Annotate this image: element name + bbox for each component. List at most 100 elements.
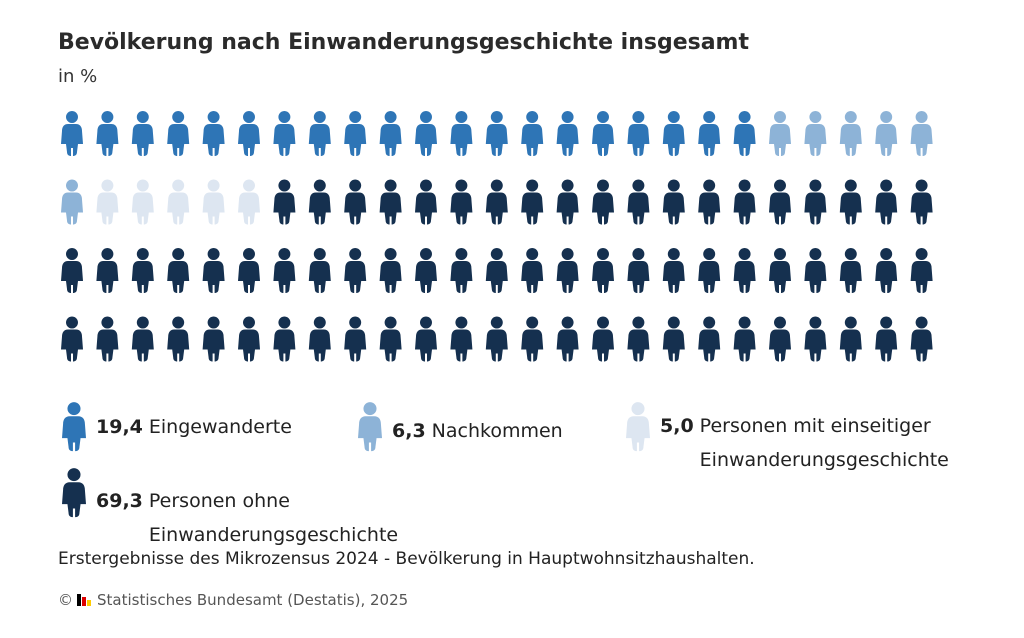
person-icon xyxy=(61,316,83,362)
person-icon xyxy=(627,179,650,225)
legend-label: Eingewanderte xyxy=(148,416,292,438)
person-icon xyxy=(592,111,614,156)
person-icon xyxy=(733,111,756,156)
person-icon xyxy=(308,111,331,156)
person-icon xyxy=(769,179,791,225)
person-icon xyxy=(61,179,83,225)
person-icon xyxy=(131,179,154,225)
person-icon xyxy=(273,316,296,362)
legend-value: 19,4 xyxy=(96,416,143,438)
person-icon xyxy=(662,316,685,362)
person-icon xyxy=(358,402,382,452)
person-icon xyxy=(96,248,119,293)
person-icon xyxy=(131,248,154,293)
source-text: Statistisches Bundesamt (Destatis), 2025 xyxy=(97,591,409,609)
person-icon xyxy=(910,316,933,362)
footnote: Erstergebnisse des Mikrozensus 2024 - Be… xyxy=(58,549,755,569)
person-icon xyxy=(273,111,296,156)
person-icon xyxy=(238,248,260,293)
person-icon xyxy=(627,316,650,362)
legend-label: Personen ohne Einwanderungsgeschichte xyxy=(148,490,399,546)
person-icon xyxy=(202,111,225,156)
person-icon xyxy=(61,111,83,156)
person-icon xyxy=(344,111,367,156)
chart-subtitle: in % xyxy=(58,66,98,87)
person-icon xyxy=(592,179,614,225)
person-icon xyxy=(769,248,791,293)
person-icon xyxy=(733,179,756,225)
person-icon xyxy=(450,179,473,225)
person-icon xyxy=(875,111,898,156)
person-icon xyxy=(556,248,579,293)
person-icon xyxy=(592,248,614,293)
person-icon xyxy=(344,316,367,362)
person-icon xyxy=(202,316,225,362)
source-line: © Statistisches Bundesamt (Destatis), 20… xyxy=(58,591,408,609)
legend-label: Personen mit einseitiger Einwanderungsge… xyxy=(699,415,949,471)
person-icon xyxy=(450,316,473,362)
person-icon xyxy=(485,248,508,293)
person-icon xyxy=(839,316,862,362)
person-icon xyxy=(485,111,508,156)
person-icon xyxy=(910,248,933,293)
person-icon xyxy=(96,111,119,156)
person-icon xyxy=(450,248,473,293)
chart-title: Bevölkerung nach Einwanderungsgeschichte… xyxy=(58,30,750,55)
legend-value: 6,3 xyxy=(392,420,426,442)
person-icon xyxy=(698,316,721,362)
person-icon xyxy=(379,316,402,362)
person-icon xyxy=(804,316,827,362)
legend-value: 5,0 xyxy=(660,415,694,437)
person-icon xyxy=(521,316,544,362)
person-icon xyxy=(415,316,437,362)
person-icon xyxy=(167,316,190,362)
person-icon xyxy=(167,111,190,156)
person-icon xyxy=(521,111,544,156)
person-icon xyxy=(875,179,898,225)
person-icon xyxy=(96,179,119,225)
person-icon xyxy=(415,111,437,156)
person-icon xyxy=(131,316,154,362)
person-icon xyxy=(592,316,614,362)
person-icon xyxy=(910,111,933,156)
person-icon xyxy=(308,248,331,293)
person-icon xyxy=(875,316,898,362)
person-icon xyxy=(662,248,685,293)
person-icon xyxy=(627,248,650,293)
destatis-logo-icon xyxy=(77,594,92,606)
person-icon xyxy=(521,248,544,293)
person-icon xyxy=(308,179,331,225)
person-icon xyxy=(167,248,190,293)
person-icon xyxy=(485,179,508,225)
person-icon xyxy=(273,248,296,293)
person-icon xyxy=(308,316,331,362)
person-icon xyxy=(379,179,402,225)
person-icon xyxy=(556,111,579,156)
person-icon xyxy=(769,316,791,362)
person-icon xyxy=(202,248,225,293)
person-icon xyxy=(733,248,756,293)
copyright-symbol: © xyxy=(58,591,73,609)
person-icon xyxy=(238,316,260,362)
pictogram-grid xyxy=(61,111,933,362)
person-icon xyxy=(131,111,154,156)
person-icon xyxy=(733,316,756,362)
person-icon xyxy=(662,179,685,225)
person-icon xyxy=(273,179,296,225)
person-icon xyxy=(839,111,862,156)
person-icon xyxy=(804,179,827,225)
person-icon xyxy=(804,111,827,156)
person-icon xyxy=(769,111,791,156)
legend-value: 69,3 xyxy=(96,490,143,512)
person-icon xyxy=(839,179,862,225)
person-icon xyxy=(96,316,119,362)
person-icon xyxy=(804,248,827,293)
person-icon xyxy=(202,179,225,225)
person-icon xyxy=(698,111,721,156)
person-icon xyxy=(62,468,86,518)
person-icon xyxy=(910,179,933,225)
person-icon xyxy=(238,179,260,225)
person-icon xyxy=(238,111,260,156)
person-icon xyxy=(450,111,473,156)
person-icon xyxy=(662,111,685,156)
